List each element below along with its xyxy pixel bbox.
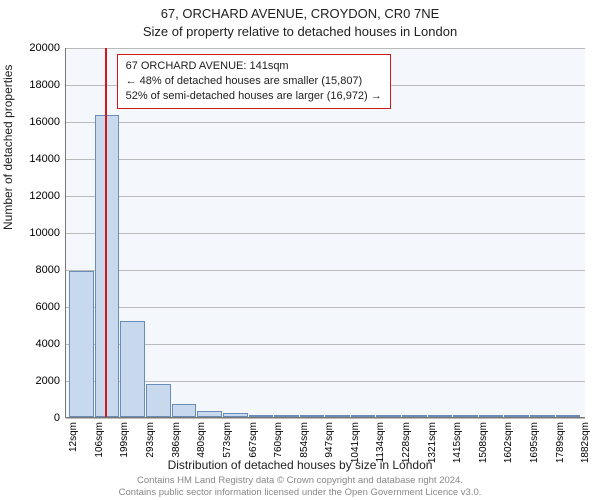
- x-tick-label: 480sqm: [196, 422, 207, 472]
- footer-attribution: Contains HM Land Registry data © Crown c…: [0, 475, 600, 498]
- property-size-chart: 67, ORCHARD AVENUE, CROYDON, CR0 7NE Siz…: [0, 0, 600, 500]
- chart-title-address: 67, ORCHARD AVENUE, CROYDON, CR0 7NE: [0, 6, 600, 21]
- y-tick-label: 20000: [10, 42, 60, 54]
- callout-line-2: ← 48% of detached houses are smaller (15…: [126, 74, 382, 89]
- x-tick-label: 1415sqm: [452, 422, 463, 472]
- x-tick-label: 1789sqm: [555, 422, 566, 472]
- histogram-bar: [351, 415, 375, 417]
- x-tick-label: 760sqm: [273, 422, 284, 472]
- callout-line-3: 52% of semi-detached houses are larger (…: [126, 89, 382, 104]
- gridline: [66, 159, 585, 160]
- x-tick-label: 1041sqm: [350, 422, 361, 472]
- histogram-bar: [197, 411, 221, 417]
- y-tick-label: 0: [10, 412, 60, 424]
- x-tick-label: 854sqm: [299, 422, 310, 472]
- histogram-bar: [530, 415, 555, 417]
- x-tick-label: 667sqm: [248, 422, 259, 472]
- histogram-bar: [453, 415, 477, 417]
- histogram-bar: [504, 415, 528, 417]
- x-tick-label: 293sqm: [145, 422, 156, 472]
- x-tick-label: 1321sqm: [427, 422, 438, 472]
- x-tick-label: 1134sqm: [375, 422, 386, 472]
- x-tick-label: 1508sqm: [478, 422, 489, 472]
- gridline: [66, 233, 585, 234]
- plot-area: 67 ORCHARD AVENUE: 141sqm ← 48% of detac…: [65, 48, 585, 418]
- y-tick-label: 18000: [10, 79, 60, 91]
- y-tick-label: 14000: [10, 153, 60, 165]
- gridline: [66, 196, 585, 197]
- histogram-bar: [95, 115, 119, 417]
- histogram-bar: [146, 384, 170, 417]
- histogram-bar: [274, 415, 299, 417]
- gridline: [66, 122, 585, 123]
- gridline: [66, 48, 585, 49]
- y-tick-label: 16000: [10, 116, 60, 128]
- gridline: [66, 418, 585, 419]
- x-tick-label: 386sqm: [171, 422, 182, 472]
- histogram-bar: [402, 415, 426, 417]
- chart-subtitle: Size of property relative to detached ho…: [0, 24, 600, 39]
- callout-box: 67 ORCHARD AVENUE: 141sqm ← 48% of detac…: [117, 54, 391, 109]
- histogram-bar: [428, 415, 453, 417]
- histogram-bar: [325, 415, 350, 417]
- histogram-bar: [479, 415, 504, 417]
- callout-line-1: 67 ORCHARD AVENUE: 141sqm: [126, 59, 382, 74]
- x-tick-label: 199sqm: [119, 422, 130, 472]
- gridline: [66, 270, 585, 271]
- x-tick-label: 1882sqm: [580, 422, 591, 472]
- histogram-bar: [556, 415, 580, 417]
- histogram-bar: [223, 413, 248, 417]
- histogram-bar: [249, 415, 273, 417]
- histogram-bar: [300, 415, 324, 417]
- x-tick-label: 947sqm: [324, 422, 335, 472]
- footer-line-2: Contains public sector information licen…: [0, 487, 600, 498]
- histogram-bar: [120, 321, 145, 417]
- x-tick-label: 573sqm: [222, 422, 233, 472]
- y-tick-label: 8000: [10, 264, 60, 276]
- y-tick-label: 12000: [10, 190, 60, 202]
- histogram-bar: [69, 271, 94, 417]
- x-tick-label: 1695sqm: [529, 422, 540, 472]
- footer-line-1: Contains HM Land Registry data © Crown c…: [0, 475, 600, 486]
- y-tick-label: 2000: [10, 375, 60, 387]
- y-tick-label: 4000: [10, 338, 60, 350]
- marker-line: [105, 48, 107, 417]
- histogram-bar: [376, 415, 401, 417]
- histogram-bar: [172, 404, 197, 417]
- y-tick-label: 6000: [10, 301, 60, 313]
- x-tick-label: 106sqm: [94, 422, 105, 472]
- y-tick-label: 10000: [10, 227, 60, 239]
- x-tick-label: 1602sqm: [503, 422, 514, 472]
- gridline: [66, 307, 585, 308]
- x-tick-label: 12sqm: [68, 422, 79, 472]
- x-tick-label: 1228sqm: [401, 422, 412, 472]
